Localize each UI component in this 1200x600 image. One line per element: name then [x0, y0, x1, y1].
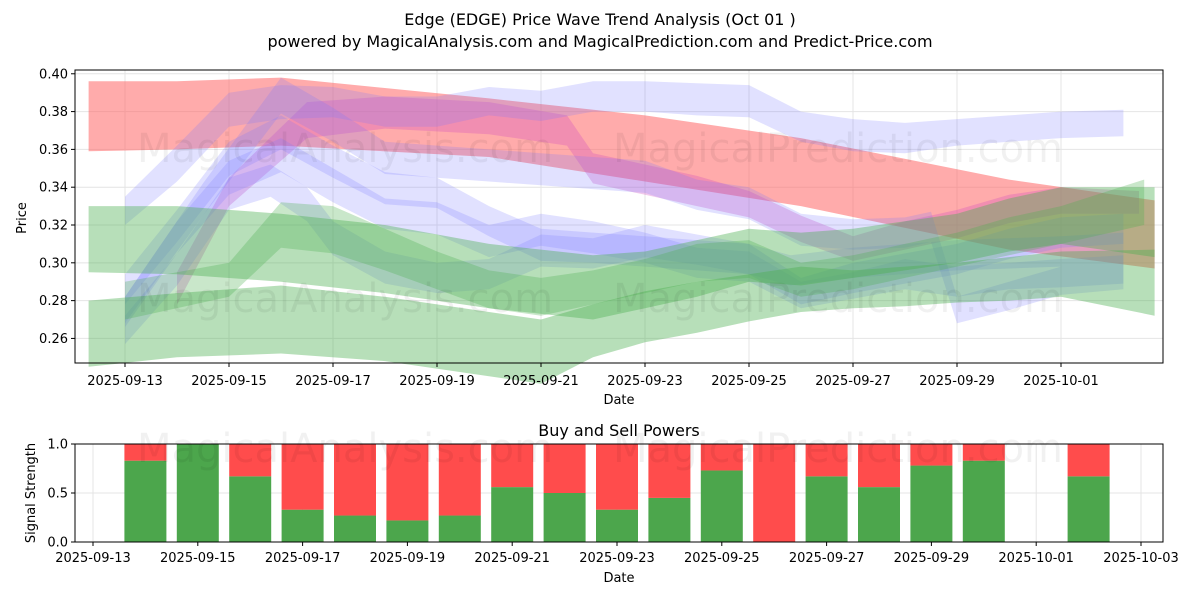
top-x-tick-label: 2025-09-13: [87, 374, 163, 389]
bottom-x-tick-label: 2025-09-21: [474, 551, 550, 566]
price-band-green-band-2: [88, 187, 1155, 320]
bottom-x-tick-label: 2025-09-25: [684, 551, 760, 566]
chart-title-line2: powered by MagicalAnalysis.com and Magic…: [267, 32, 932, 51]
sell-bar: [700, 444, 743, 471]
top-axes-frame: [74, 69, 1164, 364]
buy-bar: [805, 476, 848, 542]
top-x-tick-label: 2025-09-19: [399, 374, 475, 389]
bottom-y-tick-label: 0.0: [47, 536, 68, 551]
top-x-tick-label: 2025-09-23: [607, 374, 683, 389]
buy-bar: [596, 509, 638, 542]
bottom-x-tick-label: 2025-09-23: [579, 551, 655, 566]
sell-bar: [229, 444, 272, 477]
buy-bar: [648, 497, 691, 542]
sell-bar: [281, 444, 324, 510]
buy-bar: [386, 520, 429, 542]
top-x-axis-label: Date: [603, 393, 634, 408]
sell-bar: [910, 444, 953, 466]
watermark-text: MagicalPrediction.com: [613, 276, 1063, 322]
top-y-tick-label: 0.32: [39, 219, 68, 234]
sell-bar: [438, 444, 481, 516]
top-x-tick-label: 2025-09-27: [815, 374, 891, 389]
top-x-tick-label: 2025-09-25: [711, 374, 787, 389]
bottom-x-tick-label: 2025-10-03: [1103, 551, 1179, 566]
top-y-tick-label: 0.38: [39, 105, 68, 120]
sell-bar: [596, 444, 638, 510]
buy-bar: [438, 515, 481, 542]
top-x-tick-label: 2025-09-17: [295, 374, 371, 389]
bottom-x-tick-label: 2025-09-27: [789, 551, 865, 566]
top-y-tick-label: 0.26: [39, 332, 68, 347]
buy-bar: [910, 465, 953, 542]
top-y-tick-label: 0.30: [39, 256, 68, 271]
top-y-tick-label: 0.34: [39, 181, 68, 196]
top-x-ticks: 2025-09-13 2025-09-15 2025-09-17 2025-09-19…: [87, 363, 1099, 389]
sell-bar: [962, 444, 1005, 461]
buy-bar: [700, 470, 743, 542]
chart-title-line1: Edge (EDGE) Price Wave Trend Analysis (O…: [404, 10, 796, 29]
bottom-y-ticks: 0.0 0.5 1.0: [47, 438, 75, 551]
bottom-y-axis-label: Signal Strength: [24, 443, 39, 543]
sell-bar: [124, 444, 167, 461]
top-x-tick-label: 2025-09-29: [919, 374, 995, 389]
buy-bar: [543, 493, 586, 542]
top-x-tick-label: 2025-09-15: [191, 374, 267, 389]
price-band-green-band-1: [88, 249, 1155, 384]
bottom-y-tick-label: 1.0: [47, 438, 68, 453]
sell-bar: [543, 444, 586, 493]
sell-bar: [805, 444, 848, 477]
top-y-tick-label: 0.28: [39, 294, 68, 309]
bottom-y-tick-label: 0.5: [47, 487, 68, 502]
watermark-text: MagicalAnalysis.com: [137, 276, 553, 322]
bottom-x-tick-label: 2025-09-15: [160, 551, 236, 566]
sell-bar: [386, 444, 429, 521]
bottom-watermarks: MagicalAnalysis.com MagicalPrediction.co…: [137, 426, 1063, 472]
top-watermarks: MagicalAnalysis.com MagicalPrediction.co…: [137, 126, 1063, 322]
bottom-x-tick-label: 2025-09-19: [370, 551, 446, 566]
buy-bar: [1067, 476, 1110, 542]
buy-bar: [176, 444, 219, 542]
bottom-x-axis-label: Date: [603, 571, 634, 586]
sell-bar: [753, 444, 796, 542]
sell-bar: [858, 444, 900, 488]
buy-bar: [858, 487, 900, 542]
top-y-tick-label: 0.36: [39, 143, 68, 158]
top-bands: [88, 77, 1155, 384]
price-band-green-band-3: [125, 179, 1145, 320]
bottom-x-tick-label: 2025-09-17: [265, 551, 341, 566]
price-band-red-band: [88, 77, 1155, 269]
watermark-text: MagicalAnalysis.com: [137, 126, 553, 172]
sell-bar: [1067, 444, 1110, 477]
buy-bar: [281, 509, 324, 542]
watermark-text: MagicalPrediction.com: [613, 426, 1063, 472]
buy-bar: [491, 487, 534, 542]
bottom-x-tick-label: 2025-09-29: [894, 551, 970, 566]
top-y-ticks: 0.26 0.28 0.30 0.32 0.34 0.36 0.38 0.40: [39, 67, 75, 347]
bottom-x-tick-label: 2025-10-01: [998, 551, 1074, 566]
sell-bar: [648, 444, 691, 498]
top-y-tick-label: 0.40: [39, 67, 68, 82]
sell-bar: [334, 444, 376, 516]
buy-bar: [334, 515, 376, 542]
bottom-x-ticks: 2025-09-13 2025-09-15 2025-09-17 2025-09-19…: [55, 542, 1179, 566]
bottom-chart-title: Buy and Sell Powers: [538, 421, 700, 440]
buy-bar: [229, 476, 272, 542]
buy-bar: [124, 460, 167, 542]
watermark-text: MagicalPrediction.com: [613, 126, 1063, 172]
price-band-blue-band-4: [125, 77, 1124, 324]
top-x-tick-label: 2025-09-21: [503, 374, 579, 389]
bottom-bars: [124, 444, 1110, 542]
top-y-axis-label: Price: [15, 202, 30, 234]
top-x-tick-label: 2025-10-01: [1023, 374, 1099, 389]
watermark-text: MagicalAnalysis.com: [137, 426, 553, 472]
sell-bar: [491, 444, 534, 488]
buy-bar: [962, 460, 1005, 542]
bottom-x-tick-label: 2025-09-13: [55, 551, 131, 566]
price-band-blue-band-2: [125, 164, 1124, 345]
price-band-blue-band-3: [125, 138, 1124, 328]
price-band-blue-band-1: [125, 81, 1124, 225]
